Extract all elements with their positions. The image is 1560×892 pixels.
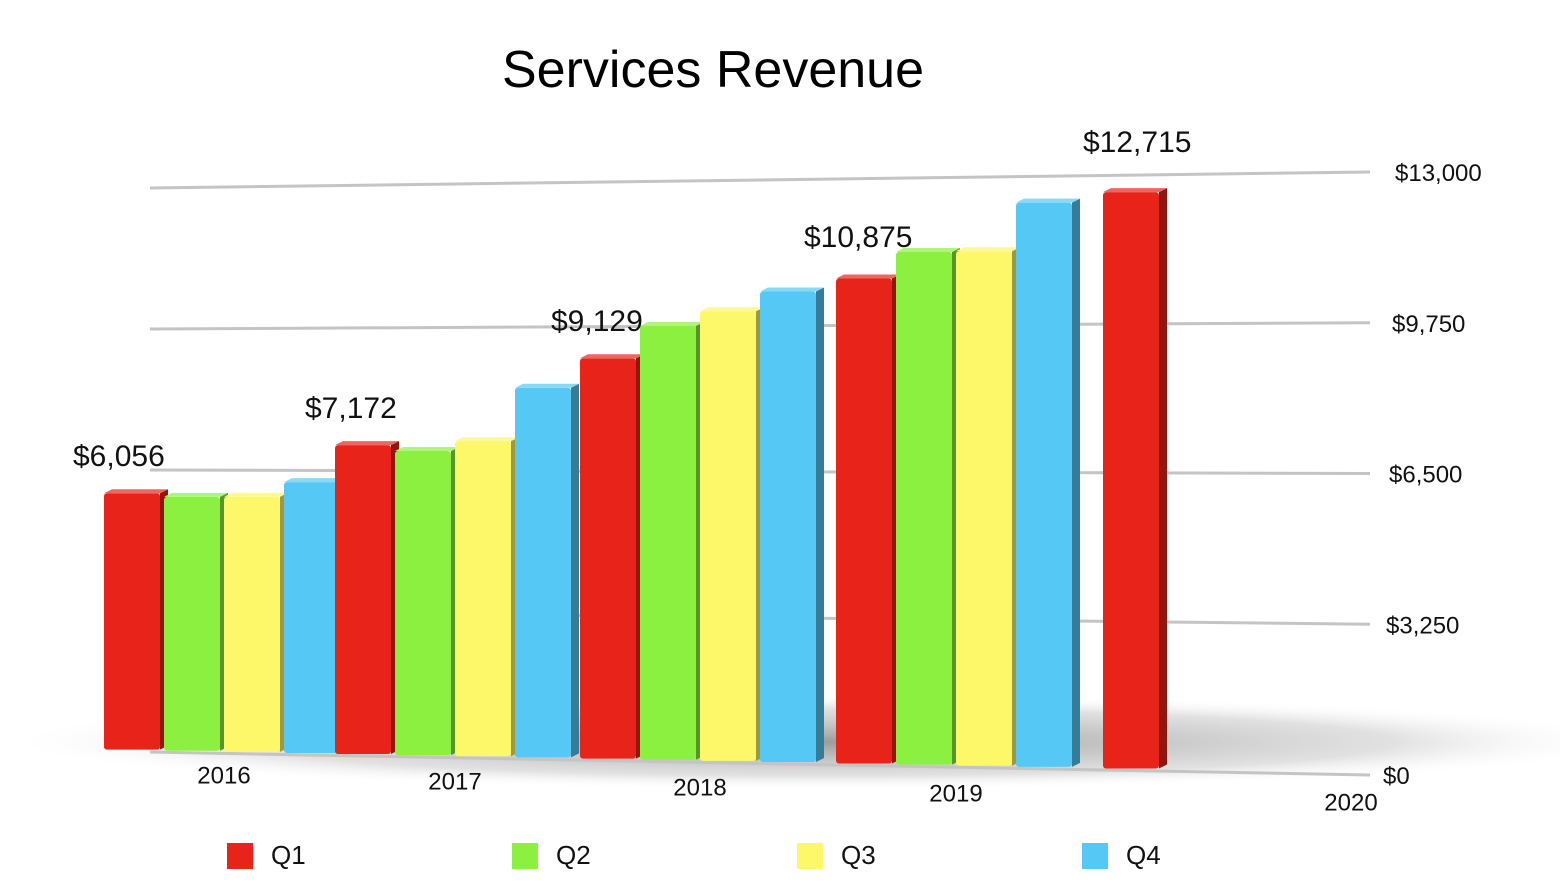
legend-item-q4: Q4 <box>1082 840 1161 871</box>
y-tick-label: $6,500 <box>1389 462 1462 489</box>
legend-label: Q2 <box>556 840 591 870</box>
y-tick-label: $13,000 <box>1395 160 1482 187</box>
bar-q2-2018 <box>640 321 704 760</box>
legend-item-q1: Q1 <box>227 840 306 871</box>
y-tick-label: $0 <box>1383 763 1410 790</box>
y-tick-label: $9,750 <box>1392 311 1465 338</box>
legend-item-q3: Q3 <box>797 840 876 871</box>
bar-q1-2017 <box>335 441 399 755</box>
legend-swatch <box>227 842 253 869</box>
legend: Q1 Q2 Q3 Q4 <box>0 840 1560 876</box>
legend-label: Q4 <box>1126 840 1161 870</box>
bar-q2-2016 <box>164 492 228 751</box>
gridline <box>149 170 1371 190</box>
legend-swatch <box>512 842 538 869</box>
bar-q4-2019 <box>1016 198 1080 767</box>
bar-q1-2016 <box>104 489 168 750</box>
bar-q3-2016 <box>224 492 288 752</box>
data-label: $9,129 <box>551 305 643 338</box>
bar-q2-2019 <box>896 248 960 765</box>
x-tick-label: 2016 <box>197 762 250 789</box>
y-tick-label: $3,250 <box>1386 612 1459 639</box>
bar-q4-2018 <box>760 287 824 763</box>
legend-item-q2: Q2 <box>512 840 591 871</box>
legend-swatch <box>1082 842 1108 869</box>
bar-q1-2018 <box>580 354 644 759</box>
bar-q1-2020 <box>1103 188 1167 769</box>
legend-swatch <box>797 842 823 869</box>
legend-label: Q3 <box>841 840 876 870</box>
bar-q3-2018 <box>700 307 764 761</box>
data-label: $12,715 <box>1083 126 1191 159</box>
bar-q3-2017 <box>455 437 519 757</box>
x-tick-label: 2018 <box>673 774 726 801</box>
bar-q1-2019 <box>836 274 900 764</box>
data-label: $7,172 <box>305 392 397 425</box>
chart-title: Services Revenue <box>502 41 924 99</box>
x-tick-label: 2020 <box>1324 790 1377 817</box>
bar-q4-2017 <box>515 383 579 758</box>
bar-q3-2019 <box>956 247 1020 766</box>
gridline <box>149 750 1371 777</box>
bar-q2-2017 <box>395 446 459 756</box>
legend-label: Q1 <box>271 840 306 870</box>
x-tick-label: 2019 <box>929 781 982 808</box>
data-label: $6,056 <box>73 440 165 473</box>
data-label: $10,875 <box>804 221 912 254</box>
x-tick-label: 2017 <box>428 768 481 795</box>
